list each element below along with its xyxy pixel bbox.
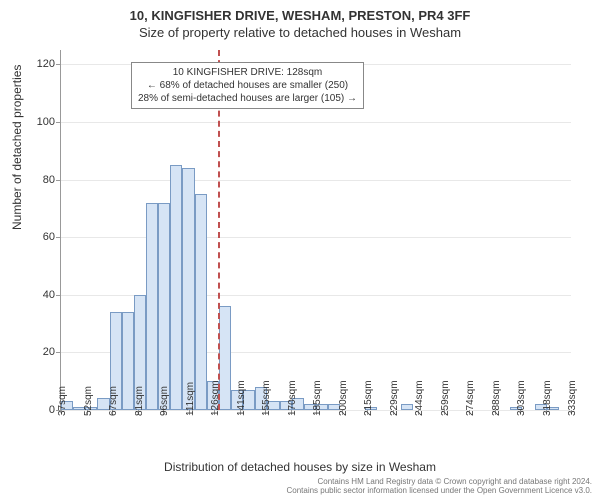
x-axis-label: Distribution of detached houses by size … [0,460,600,474]
chart-title-main: 10, KINGFISHER DRIVE, WESHAM, PRESTON, P… [0,0,600,23]
y-tick-mark [56,237,61,238]
y-tick-mark [56,295,61,296]
footer-line1: Contains HM Land Registry data © Crown c… [286,477,592,487]
x-tick-label: 52sqm [83,386,94,416]
x-tick-label: 244sqm [414,380,425,416]
x-tick-label: 141sqm [236,380,247,416]
x-tick-label: 288sqm [491,380,502,416]
histogram-bar [401,404,413,410]
y-tick-mark [56,64,61,65]
x-tick-label: 303sqm [516,380,527,416]
annotation-line1: 10 KINGFISHER DRIVE: 128sqm [138,66,357,79]
y-tick-mark [56,352,61,353]
y-axis-label: Number of detached properties [10,65,24,230]
chart-plot-area: 02040608010012037sqm52sqm67sqm81sqm96sqm… [60,50,571,411]
histogram-bar [158,203,170,410]
y-tick-mark [56,180,61,181]
annotation-box: 10 KINGFISHER DRIVE: 128sqm← 68% of deta… [131,62,364,109]
histogram-bar [122,312,134,410]
x-tick-label: 200sqm [338,380,349,416]
x-tick-label: 81sqm [134,386,145,416]
x-tick-label: 37sqm [57,386,68,416]
annotation-line2: ← 68% of detached houses are smaller (25… [138,79,357,92]
x-tick-label: 96sqm [159,386,170,416]
histogram-bar [182,168,194,410]
x-tick-label: 67sqm [108,386,119,416]
gridline [61,237,571,238]
x-tick-label: 318sqm [542,380,553,416]
x-tick-label: 111sqm [185,382,196,416]
x-tick-label: 170sqm [287,380,298,416]
gridline [61,180,571,181]
x-tick-label: 215sqm [363,380,374,416]
gridline [61,122,571,123]
x-tick-label: 185sqm [312,380,323,416]
histogram-bar [146,203,158,410]
x-tick-label: 259sqm [440,380,451,416]
x-tick-label: 274sqm [465,380,476,416]
x-tick-label: 333sqm [567,380,578,416]
footer-attribution: Contains HM Land Registry data © Crown c… [286,477,592,496]
histogram-bar [195,194,207,410]
x-tick-label: 155sqm [261,380,272,416]
x-tick-label: 229sqm [389,380,400,416]
annotation-line3: 28% of semi-detached houses are larger (… [138,92,357,105]
chart-title-sub: Size of property relative to detached ho… [0,23,600,40]
y-tick-mark [56,122,61,123]
histogram-bar [170,165,182,410]
footer-line2: Contains public sector information licen… [286,486,592,496]
